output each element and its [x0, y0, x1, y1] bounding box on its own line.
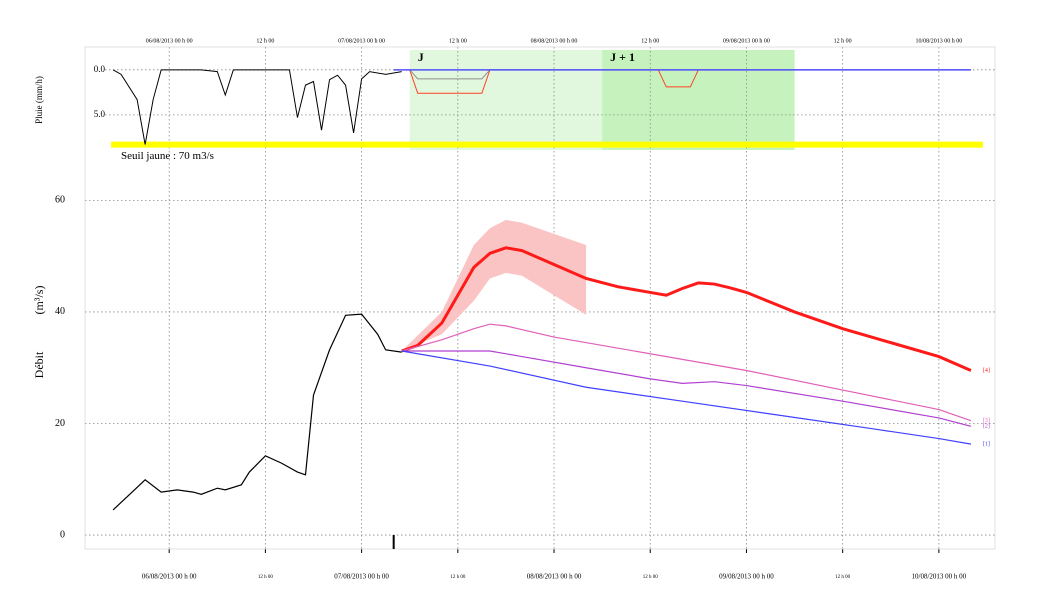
y-tick-label: 40: [55, 306, 65, 317]
period-label: J: [418, 50, 424, 64]
x-tick-label: 08/08/2013 00 h 00: [527, 573, 582, 581]
plot-frame: [84, 46, 996, 550]
y2-axis-label: Pluie (mm/h): [34, 76, 44, 124]
x-top-tick-label: 07/08/2013 00 h 00: [338, 38, 385, 44]
x-tick-label: 06/08/2013 00 h 00: [142, 573, 197, 581]
x-top-tick-label: 12 h 00: [256, 38, 274, 44]
discharge-line: [401, 246, 972, 372]
y-tick-label: 20: [55, 418, 65, 429]
x-tick-label: 12 h 00: [835, 575, 851, 580]
x-tick-label: 12 h 00: [643, 575, 659, 580]
y-axis-unit: (m³/s): [32, 286, 46, 315]
y-tick-label: 0: [60, 529, 65, 540]
y2-tick-label: 0.0: [94, 64, 106, 74]
x-tick-label: 12 h 00: [450, 575, 466, 580]
rain-line: [112, 69, 402, 145]
x-top-tick-label: 09/08/2013 00 h 00: [723, 38, 770, 44]
x-top-tick-label: 12 h 00: [641, 38, 659, 44]
x-top-tick-label: 08/08/2013 00 h 00: [531, 38, 578, 44]
discharge-line: [112, 313, 402, 511]
x-tick-label: 09/08/2013 00 h 00: [719, 573, 774, 581]
discharge-line: [401, 350, 972, 427]
y2-tick-label: 5.0: [94, 109, 106, 119]
period-shade: [409, 50, 603, 150]
discharge-line: [401, 350, 972, 445]
series-end-label: [4]: [983, 368, 990, 374]
y-axis-label: Débit: [32, 351, 46, 378]
x-top-tick-label: 10/08/2013 00 h 00: [915, 38, 962, 44]
uncertainty-band: [401, 219, 587, 351]
threshold-label: Seuil jaune : 70 m3/s: [121, 150, 214, 162]
x-tick-label: 10/08/2013 00 h 00: [912, 573, 967, 581]
series-end-label: [3]: [983, 418, 990, 424]
period-label: J + 1: [610, 50, 635, 64]
x-top-tick-label: 12 h 00: [834, 38, 852, 44]
series-end-label: [2]: [983, 424, 990, 430]
x-tick-label: 07/08/2013 00 h 00: [334, 573, 389, 581]
discharge-line: [401, 323, 972, 422]
y-tick-label: 60: [55, 195, 65, 206]
x-top-tick-label: 12 h 00: [449, 38, 467, 44]
x-tick-label: 12 h 00: [258, 575, 274, 580]
x-top-tick-label: 06/08/2013 00 h 00: [146, 38, 193, 44]
series-end-label: [1]: [983, 442, 990, 448]
period-shade: [602, 50, 795, 150]
